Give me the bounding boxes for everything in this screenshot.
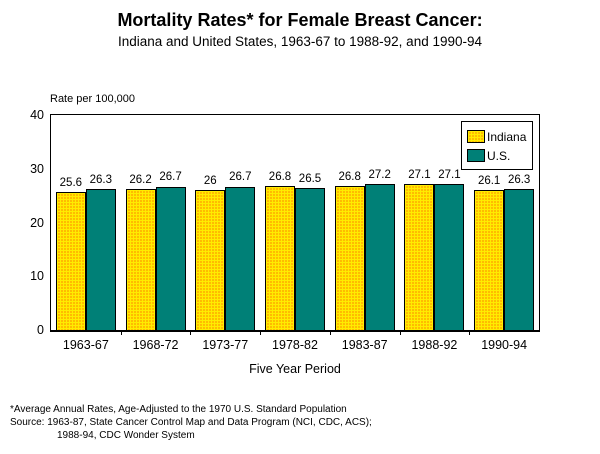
y-tick-label: 40	[30, 108, 44, 122]
x-tick-label: 1963-67	[62, 338, 109, 352]
footnote-line-3: 1988-94, CDC Wonder System	[57, 430, 195, 441]
bar-value-label: 26.1	[477, 174, 501, 187]
x-tick-label: 1968-72	[132, 338, 179, 352]
bar-us-1983-87	[364, 183, 395, 330]
bar-us-1990-94	[504, 188, 535, 330]
bar-us-1968-72	[155, 186, 186, 330]
legend-swatch-us	[467, 149, 485, 162]
footnotes: *Average Annual Rates, Age-Adjusted to t…	[10, 403, 372, 442]
legend-item-indiana: Indiana	[467, 127, 528, 146]
y-axis-note: Rate per 100,000	[50, 93, 136, 105]
bar-value-label: 26.8	[338, 170, 361, 183]
legend: Indiana U.S.	[461, 121, 533, 170]
bar-indiana-1968-72	[125, 189, 156, 330]
x-tick-label: 1988-92	[411, 338, 458, 352]
footnote-line-2: Source: 1963-87, State Cancer Control Ma…	[10, 417, 372, 428]
bar-value-label: 27.2	[368, 168, 391, 181]
bar-value-label: 26.3	[507, 173, 531, 186]
bar-indiana-1988-92	[404, 184, 435, 330]
legend-label-indiana: Indiana	[487, 129, 527, 144]
x-axis-tick-mark	[469, 331, 471, 335]
bar-indiana-1983-87	[334, 185, 365, 330]
chart-title: Mortality Rates* for Female Breast Cance…	[117, 10, 483, 30]
x-axis-title: Five Year Period	[249, 362, 341, 376]
x-tick-label: 1973-77	[202, 338, 249, 352]
bar-value-label: 27.1	[438, 169, 461, 182]
bar-value-label: 26.7	[159, 171, 182, 184]
bar-us-1988-92	[434, 184, 465, 330]
x-axis-tick-mark	[120, 331, 122, 335]
bar-value-label: 26.2	[129, 174, 152, 187]
chart-subtitle: Indiana and United States, 1963-67 to 19…	[117, 34, 483, 49]
x-tick-label: 1990-94	[481, 338, 528, 352]
y-tick-label: 0	[37, 323, 44, 337]
bar-value-label: 26.3	[89, 173, 113, 186]
x-axis-ticks	[51, 331, 539, 335]
legend-swatch-indiana	[467, 130, 485, 143]
plot-area: 25.6 26.2 26 26.8 26.8 27.1 26.1 26.3 26.7 26.7 26…	[50, 114, 540, 332]
footnote-line-1: *Average Annual Rates, Age-Adjusted to t…	[10, 404, 347, 415]
bar-value-label: 26.8	[268, 170, 292, 183]
x-axis-tick-mark	[329, 331, 331, 335]
bar-value-label: 27.1	[408, 169, 431, 182]
y-axis-labels: 40 30 20 10 0	[14, 108, 44, 337]
legend-label-us: U.S.	[487, 148, 511, 163]
bar-indiana-1973-77	[195, 190, 226, 330]
bar-indiana-1990-94	[474, 189, 505, 330]
x-axis-labels: 1963-67 1968-72 1973-77 1978-82 1983-87 1988-…	[51, 338, 539, 354]
legend-item-us: U.S.	[467, 146, 528, 165]
bar-indiana-1963-67	[55, 192, 86, 330]
x-axis-tick-mark	[190, 331, 192, 335]
y-tick-label: 10	[30, 269, 44, 284]
y-tick-label: 20	[30, 215, 44, 230]
bar-indiana-1978-82	[265, 185, 295, 330]
x-axis-tick-mark	[399, 331, 401, 335]
x-tick-label: 1983-87	[341, 338, 388, 352]
bar-us-1973-77	[225, 186, 256, 330]
bar-value-label: 26	[203, 175, 217, 188]
bar-us-1963-67	[85, 188, 116, 330]
bar-us-1978-82	[295, 187, 325, 330]
x-axis-tick-mark	[260, 331, 262, 335]
bar-value-label: 26.7	[229, 171, 252, 184]
bar-value-label: 26.5	[298, 172, 322, 185]
y-tick-label: 30	[30, 161, 44, 176]
bar-value-label: 25.6	[59, 177, 83, 190]
x-tick-label: 1978-82	[272, 338, 318, 352]
